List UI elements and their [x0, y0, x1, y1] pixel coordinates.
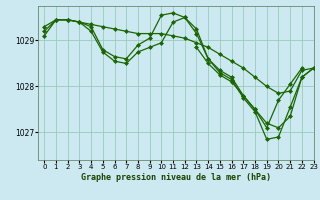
X-axis label: Graphe pression niveau de la mer (hPa): Graphe pression niveau de la mer (hPa): [81, 173, 271, 182]
